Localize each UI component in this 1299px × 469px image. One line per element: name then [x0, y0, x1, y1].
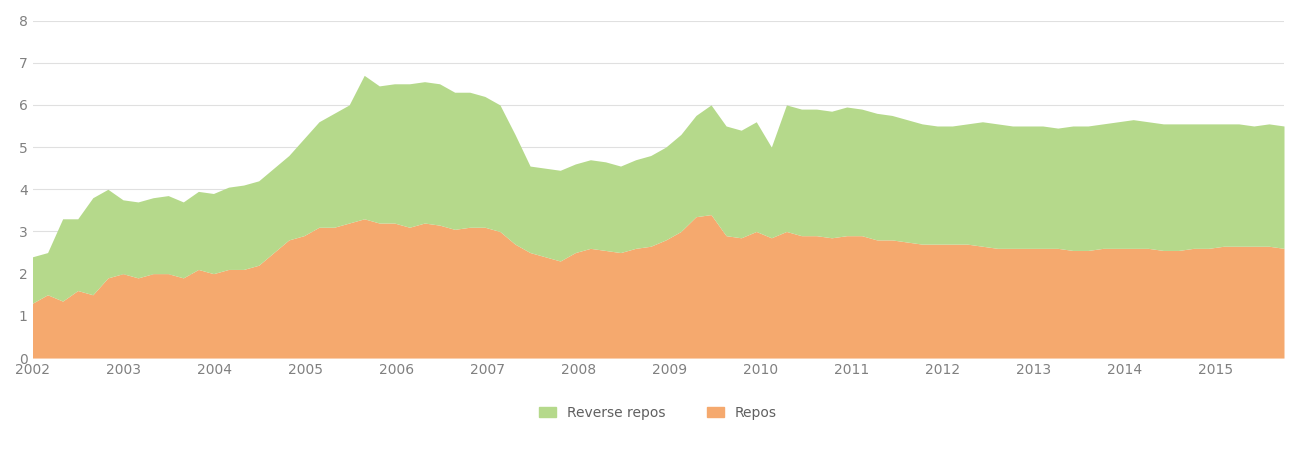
Legend: Reverse repos, Repos: Reverse repos, Repos [534, 400, 783, 425]
